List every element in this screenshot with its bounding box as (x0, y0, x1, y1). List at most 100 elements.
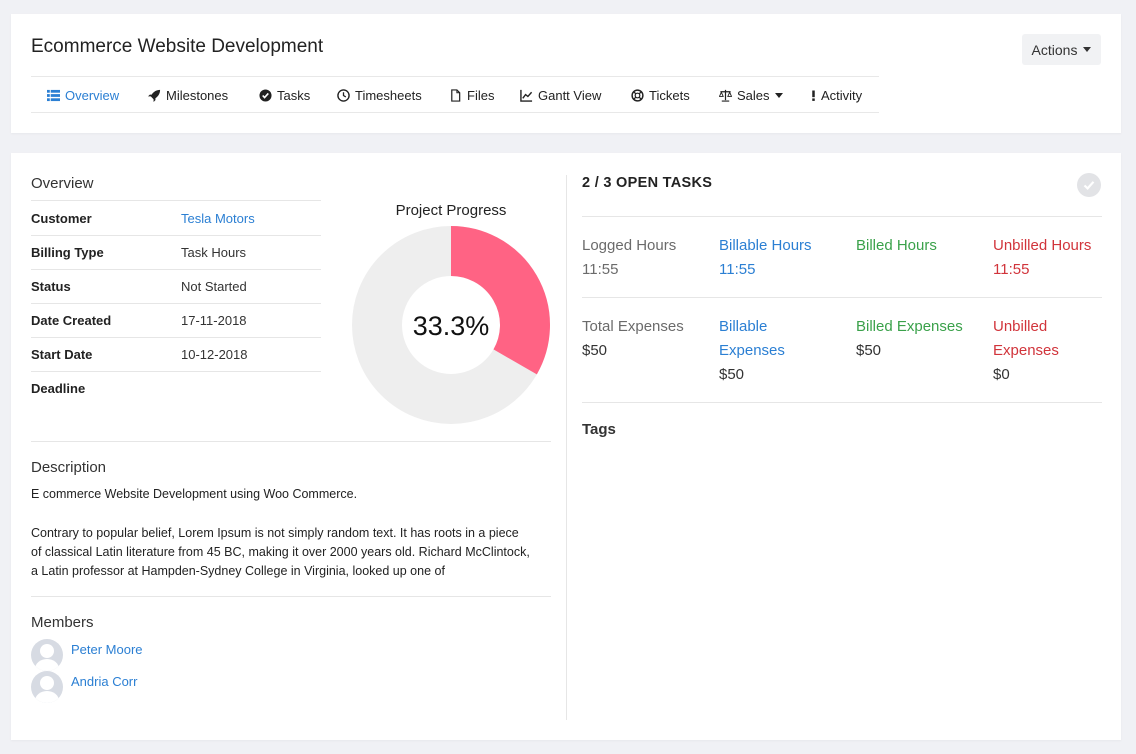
project-title: Ecommerce Website Development (31, 36, 324, 57)
member-item[interactable]: Andria Corr (31, 671, 137, 703)
description-summary: E commerce Website Development using Woo… (31, 487, 358, 501)
project-header: Ecommerce Website Development Actions Ov… (11, 14, 1121, 133)
tab-tasks[interactable]: Tasks (259, 88, 310, 103)
billable-hours-value: 11:55 (719, 261, 756, 278)
avatar (31, 639, 63, 671)
unbilled-expenses-label: Unbilled (993, 318, 1048, 335)
list-icon (47, 89, 60, 102)
date-created-value: 17-11-2018 (181, 313, 247, 328)
check-circle-icon (259, 89, 272, 102)
divider (582, 297, 1102, 298)
overview-title: Overview (31, 175, 94, 192)
tab-activity[interactable]: Activity (811, 88, 862, 103)
billed-expenses-value: $50 (856, 342, 882, 359)
open-tasks-count: 2 / 3 OPEN TASKS (582, 175, 713, 191)
logged-hours-value: 11:55 (582, 261, 619, 278)
members-title: Members (31, 614, 94, 631)
column-divider (566, 175, 567, 720)
start-date-value: 10-12-2018 (181, 347, 248, 362)
life-ring-icon (631, 89, 644, 102)
billed-hours-stat: Billed Hours (856, 234, 937, 258)
caret-down-icon (1083, 47, 1092, 52)
overview-row-deadline: Deadline (31, 371, 321, 405)
project-progress-title: Project Progress (395, 202, 507, 219)
exclamation-icon (812, 90, 815, 101)
member-name[interactable]: Andria Corr (71, 673, 138, 689)
progress-fill (449, 226, 550, 375)
billing-type-label: Billing Type (31, 245, 104, 260)
tab-label: Tasks (277, 88, 311, 103)
tab-timesheets[interactable]: Timesheets (337, 88, 422, 103)
unbilled-expenses-stat: Unbilled Expenses $0 (993, 315, 1059, 387)
status-label: Status (31, 279, 71, 294)
divider (582, 402, 1102, 403)
tab-label: Tickets (649, 88, 690, 103)
overview-row-customer: Customer Tesla Motors (31, 201, 321, 235)
avatar (31, 671, 63, 703)
billed-hours-label: Billed Hours (856, 237, 937, 254)
project-tabs: Overview Milestones Tasks Timesheets Fil… (31, 76, 879, 113)
unbilled-expenses-value: $0 (993, 366, 1010, 383)
balance-scale-icon (719, 89, 732, 102)
tab-label: Files (467, 88, 495, 103)
logged-hours-label: Logged Hours (582, 237, 677, 254)
billed-expenses-label: Billed Expenses (856, 318, 963, 335)
project-overview-card: Overview Customer Tesla Motors Billing T… (11, 153, 1121, 740)
billable-expenses-label: Billable (719, 318, 768, 335)
tags-title: Tags (582, 421, 616, 438)
billable-expenses-label: Expenses (719, 342, 785, 359)
tab-gantt-view[interactable]: Gantt View (520, 88, 601, 103)
customer-link[interactable]: Tesla Motors (181, 210, 255, 226)
tab-milestones[interactable]: Milestones (148, 88, 228, 103)
member-name[interactable]: Peter Moore (71, 641, 143, 657)
deadline-label: Deadline (31, 381, 86, 396)
customer-label: Customer (31, 210, 92, 226)
unbilled-hours-label: Unbilled Hours (993, 237, 1092, 254)
tab-tickets[interactable]: Tickets (631, 88, 690, 103)
divider (31, 441, 551, 442)
status-value: Not Started (181, 279, 247, 294)
overview-row-status: Status Not Started (31, 269, 321, 303)
billed-expenses-stat: Billed Expenses $50 (856, 315, 963, 363)
tab-label: Milestones (166, 88, 229, 103)
caret-down-icon (774, 93, 783, 98)
unbilled-hours-value: 11:55 (993, 261, 1030, 278)
billable-hours-label: Billable Hours (719, 237, 812, 254)
clock-icon (337, 89, 350, 102)
description-line: of classical Latin literature from 45 BC… (31, 545, 530, 559)
tab-label: Activity (821, 88, 863, 103)
description-line: Contrary to popular belief, Lorem Ipsum … (31, 526, 519, 540)
description-line: a Latin professor at Hampden-Sydney Coll… (31, 564, 445, 578)
actions-label: Actions (1031, 41, 1078, 58)
tab-sales[interactable]: Sales (719, 88, 783, 103)
member-item[interactable]: Peter Moore (31, 639, 143, 671)
billable-expenses-value: $50 (719, 366, 745, 383)
total-expenses-stat: Total Expenses $50 (582, 315, 684, 363)
file-icon (451, 89, 461, 102)
unbilled-hours-stat: Unbilled Hours 11:55 (993, 234, 1091, 282)
unbilled-expenses-label: Expenses (993, 342, 1059, 359)
start-date-label: Start Date (31, 347, 93, 362)
chart-line-icon (520, 89, 533, 102)
divider (582, 216, 1102, 217)
tab-label: Overview (65, 88, 120, 103)
rocket-icon (148, 89, 161, 102)
tab-label: Sales (737, 88, 770, 103)
tab-label: Gantt View (538, 88, 602, 103)
date-created-label: Date Created (31, 313, 112, 328)
tab-files[interactable]: Files (449, 88, 494, 103)
overview-row-billing-type: Billing Type Task Hours (31, 235, 321, 269)
overview-row-date-created: Date Created 17-11-2018 (31, 303, 321, 337)
tab-overview[interactable]: Overview (47, 88, 119, 103)
total-expenses-label: Total Expenses (582, 318, 684, 335)
overview-row-start-date: Start Date 10-12-2018 (31, 337, 321, 371)
actions-dropdown-button[interactable]: Actions (1022, 34, 1101, 65)
tab-label: Timesheets (355, 88, 422, 103)
billable-hours-stat: Billable Hours 11:55 (719, 234, 812, 282)
divider (31, 200, 321, 201)
check-icon (1077, 173, 1101, 197)
total-expenses-value: $50 (582, 342, 608, 359)
billing-type-value: Task Hours (181, 245, 247, 260)
progress-percent-label: 33.3% (413, 311, 490, 341)
description-title: Description (31, 459, 107, 476)
